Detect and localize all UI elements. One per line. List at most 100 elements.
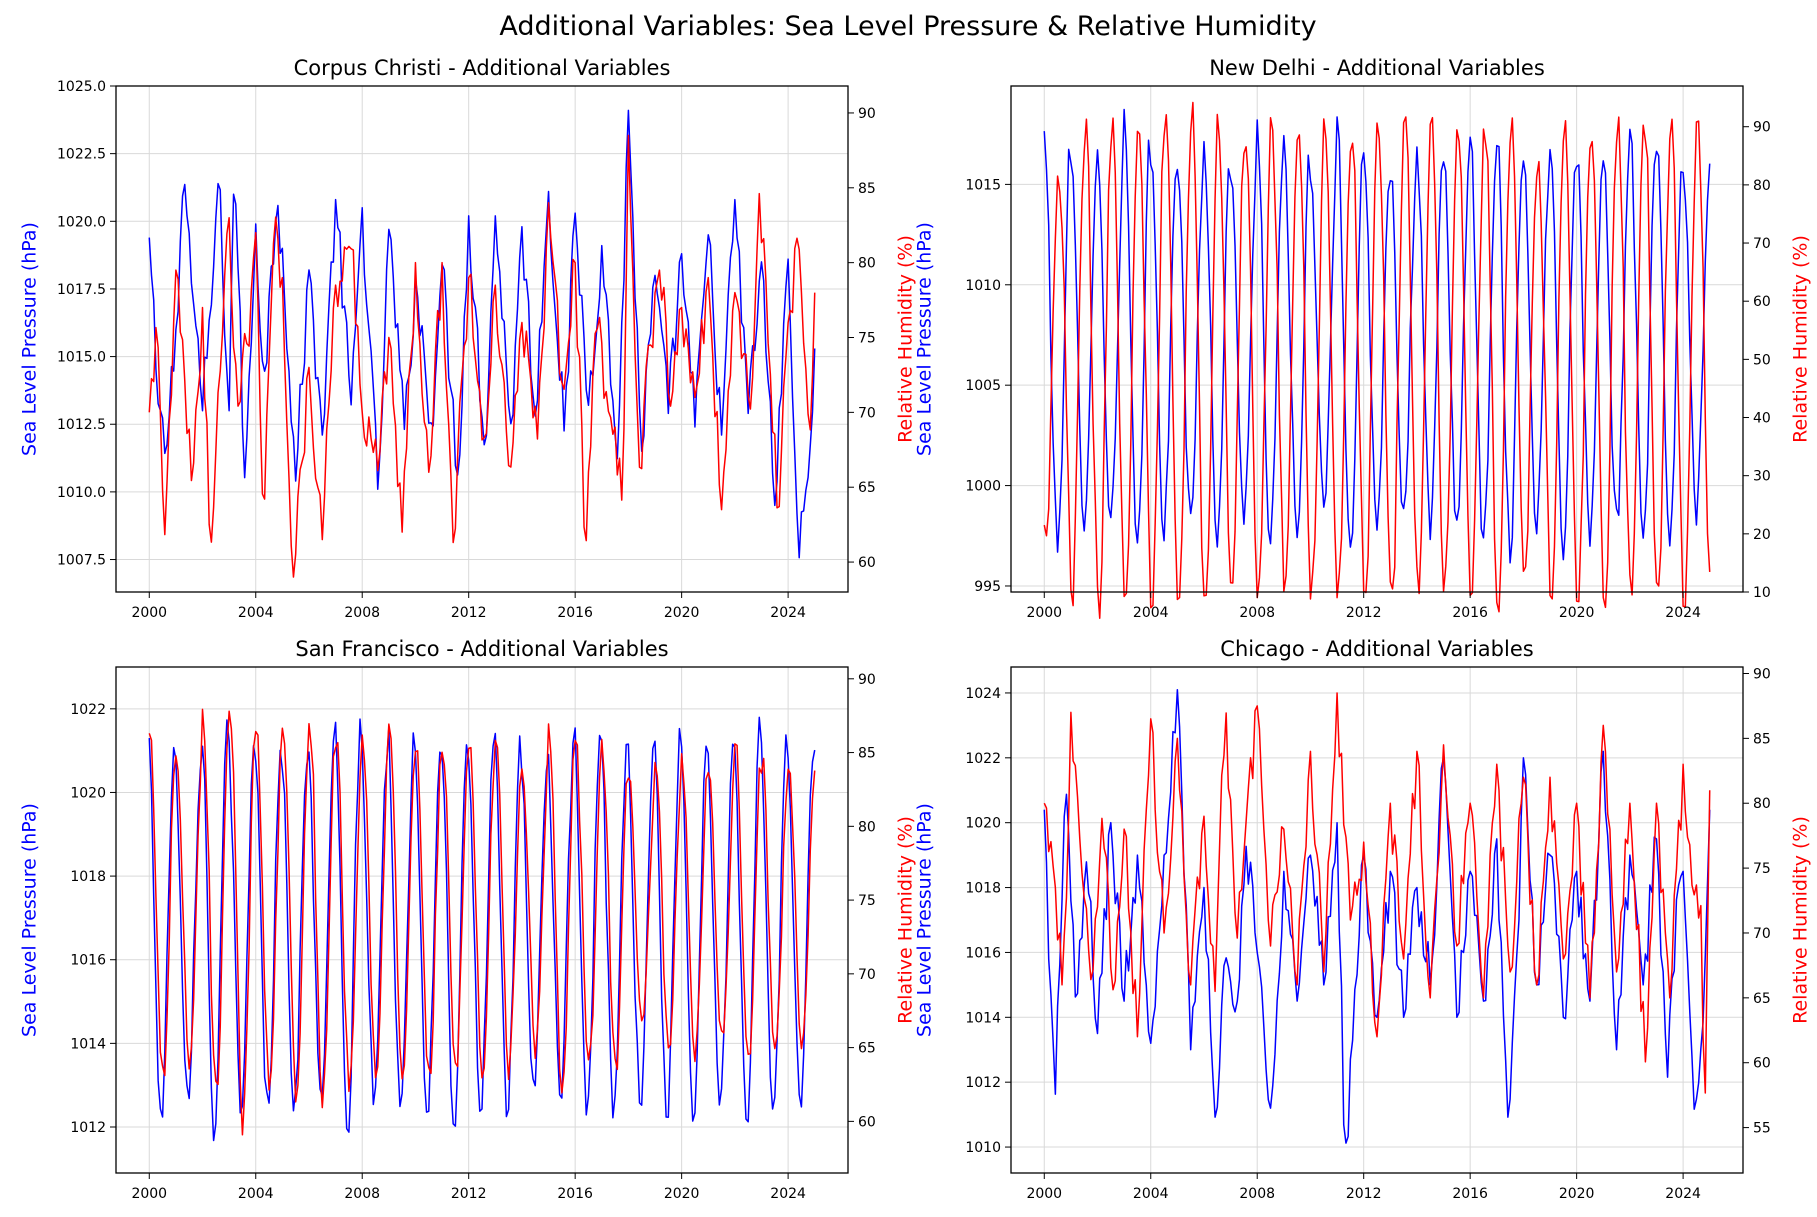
- y-tick-label: 1010: [965, 278, 1001, 294]
- y-tick-label: 1014: [70, 1036, 106, 1052]
- y2-tick-label: 65: [1753, 991, 1771, 1007]
- y-tick-label: 1022: [70, 702, 106, 718]
- x-tick-label: 2000: [1026, 1186, 1062, 1202]
- y2-tick-label: 80: [1753, 796, 1771, 812]
- y2-tick-label: 70: [858, 967, 876, 983]
- x-tick-label: 2020: [664, 1186, 700, 1202]
- y-tick-label: 1010.0: [57, 485, 106, 501]
- figure-title: Additional Variables: Sea Level Pressure…: [499, 11, 1316, 42]
- x-tick-label: 2024: [1665, 605, 1701, 621]
- y-tick-label: 1015.0: [57, 350, 106, 366]
- plot-frame: [115, 85, 849, 593]
- y2-tick-label: 85: [1753, 731, 1771, 747]
- y2-axis-label: Relative Humidity (%): [895, 816, 917, 1024]
- pressure-series-line: [148, 109, 816, 559]
- y2-tick-label: 85: [858, 181, 876, 197]
- x-tick-label: 2004: [1133, 1186, 1169, 1202]
- y-tick-label: 1012: [70, 1120, 106, 1136]
- x-tick-label: 2024: [770, 605, 806, 621]
- x-tick-label: 2016: [557, 1186, 593, 1202]
- panel-title: San Francisco - Additional Variables: [295, 637, 668, 661]
- y2-tick-label: 60: [858, 1114, 876, 1130]
- grid: [1011, 667, 1743, 1173]
- plot-frame: [1010, 666, 1744, 1174]
- y2-tick-label: 80: [858, 256, 876, 272]
- y-tick-label: 1016: [70, 953, 106, 969]
- x-tick-label: 2004: [238, 605, 274, 621]
- chart-panel-3: 2000 2004 2008 2012 2016 2020 2024 1012 1014 1016…: [19, 637, 917, 1202]
- x-tick-label: 2008: [1239, 1186, 1275, 1202]
- y2-axis-label: Relative Humidity (%): [895, 235, 917, 443]
- y2-axis-label: Relative Humidity (%): [1790, 235, 1812, 443]
- x-tick-label: 2024: [1665, 1186, 1701, 1202]
- y-tick-label: 1010: [965, 1140, 1001, 1156]
- pressure-series-line: [1043, 108, 1711, 564]
- y2-tick-label: 60: [858, 555, 876, 571]
- y2-tick-label: 60: [1753, 294, 1771, 310]
- x-tick-label: 2016: [1452, 1186, 1488, 1202]
- x-tick-label: 2012: [1346, 1186, 1382, 1202]
- x-tick-label: 2024: [770, 1186, 806, 1202]
- y-axis-label: Sea Level Pressure (hPa): [914, 803, 936, 1037]
- y-tick-label: 1020: [70, 785, 106, 801]
- y2-tick-label: 90: [1753, 120, 1771, 136]
- y2-tick-label: 65: [858, 480, 876, 496]
- y2-tick-label: 90: [858, 106, 876, 122]
- y2-tick-label: 75: [858, 331, 876, 347]
- y-tick-label: 1007.5: [57, 553, 106, 569]
- y2-tick-label: 60: [1753, 1056, 1771, 1072]
- y2-tick-label: 90: [858, 672, 876, 688]
- x-tick-label: 2012: [1346, 605, 1382, 621]
- y2-tick-label: 55: [1753, 1121, 1771, 1137]
- y-tick-label: 1012.5: [57, 417, 106, 433]
- y2-tick-label: 70: [1753, 236, 1771, 252]
- x-tick-label: 2012: [451, 605, 487, 621]
- panel-title: Corpus Christi - Additional Variables: [294, 56, 671, 80]
- pressure-series-line: [148, 716, 816, 1142]
- y-tick-label: 1018: [70, 869, 106, 885]
- humidity-series-line: [148, 134, 816, 578]
- y-tick-label: 1005: [965, 378, 1001, 394]
- y-tick-label: 1015: [965, 177, 1001, 193]
- y-tick-label: 1017.5: [57, 282, 106, 298]
- x-tick-label: 2000: [131, 605, 167, 621]
- chart-panel-4: 2000 2004 2008 2012 2016 2020 2024 1010 1012 1014…: [914, 637, 1812, 1202]
- humidity-series-line: [1043, 101, 1711, 619]
- y-tick-label: 1018: [965, 881, 1001, 897]
- chart-panel-2: 2000 2004 2008 2012 2016 2020 2024 995 1000 1005 1…: [914, 56, 1812, 621]
- y2-tick-label: 90: [1753, 666, 1771, 682]
- y2-tick-label: 20: [1753, 527, 1771, 543]
- y-tick-label: 1016: [965, 945, 1001, 961]
- y-axis-label: Sea Level Pressure (hPa): [19, 803, 41, 1037]
- y-tick-label: 1012: [965, 1075, 1001, 1091]
- y2-tick-label: 85: [858, 746, 876, 762]
- x-tick-label: 2004: [238, 1186, 274, 1202]
- x-tick-label: 2016: [557, 605, 593, 621]
- y-tick-label: 1020.0: [57, 214, 106, 230]
- x-tick-label: 2012: [451, 1186, 487, 1202]
- y-axis-label: Sea Level Pressure (hPa): [914, 222, 936, 456]
- y2-tick-label: 70: [858, 405, 876, 421]
- y-tick-label: 1022.5: [57, 147, 106, 163]
- x-tick-label: 2020: [664, 605, 700, 621]
- y2-tick-label: 30: [1753, 469, 1771, 485]
- y-tick-label: 1000: [965, 479, 1001, 495]
- x-tick-label: 2020: [1559, 605, 1595, 621]
- x-tick-label: 2004: [1133, 605, 1169, 621]
- y2-tick-label: 80: [1753, 178, 1771, 194]
- y-tick-label: 995: [974, 579, 1001, 595]
- panel-title: Chicago - Additional Variables: [1220, 637, 1533, 661]
- y2-tick-label: 10: [1753, 585, 1771, 601]
- plot-frame: [1010, 85, 1744, 593]
- x-tick-label: 2008: [344, 605, 380, 621]
- y2-tick-label: 40: [1753, 411, 1771, 427]
- x-tick-label: 2008: [344, 1186, 380, 1202]
- y-axis-label: Sea Level Pressure (hPa): [19, 222, 41, 456]
- y2-tick-label: 70: [1753, 926, 1771, 942]
- y-tick-label: 1020: [965, 816, 1001, 832]
- x-tick-label: 2000: [131, 1186, 167, 1202]
- y2-tick-label: 65: [858, 1041, 876, 1057]
- x-tick-label: 2020: [1559, 1186, 1595, 1202]
- y2-axis-label: Relative Humidity (%): [1790, 816, 1812, 1024]
- y-tick-label: 1024: [965, 686, 1001, 702]
